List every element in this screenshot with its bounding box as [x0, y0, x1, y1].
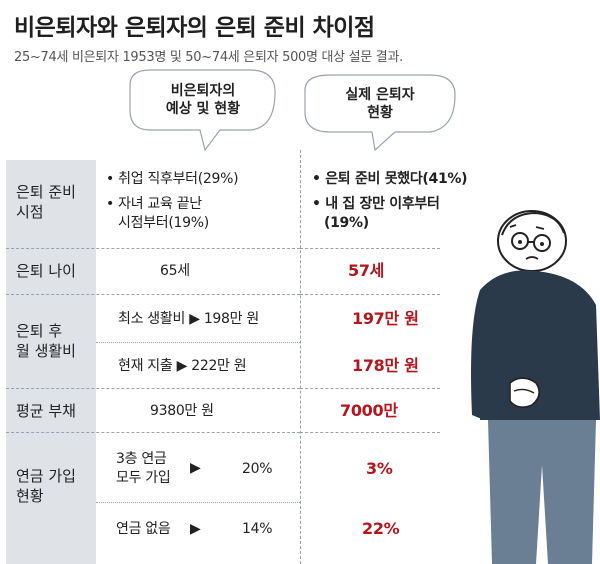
category-label: 평균 부채: [16, 401, 76, 421]
chart-subtitle: 25~74세 비은퇴자 1953명 및 50~74세 은퇴자 500명 대상 설…: [14, 50, 403, 65]
category-line: 은퇴 나이: [16, 262, 76, 280]
right-cell: 197만 원: [352, 309, 419, 328]
left-cell-label: 연금 없음: [116, 520, 171, 539]
right-cell: 7000만: [340, 401, 398, 420]
sub-divider: [96, 502, 300, 503]
row-divider: [6, 294, 300, 295]
left-cell: 9380만 원: [150, 403, 214, 419]
left-bubble-shape: [129, 69, 276, 152]
category-label: 연금 가입 현황: [16, 466, 76, 506]
left-cell-line: • 자녀 교육 끝난: [106, 196, 202, 212]
category-label: 은퇴 나이: [16, 261, 76, 281]
row-divider: [6, 388, 300, 389]
category-line: 현황: [16, 487, 44, 505]
right-cell-line: (19%): [324, 215, 369, 231]
left-cell-line: 모두 가입: [116, 470, 171, 486]
left-cell-value: 20%: [242, 461, 273, 477]
left-cell: 65세: [160, 263, 190, 279]
right-cell-line: • 내 집 장만 이후부터: [312, 196, 440, 212]
right-cell: 3%: [366, 459, 393, 478]
left-cell: • 취업 직후부터(29%) • 자녀 교육 끝난 시점부터(19%): [106, 170, 239, 233]
left-bubble-text: 비은퇴자의 예상 및 현황: [138, 82, 268, 118]
row-divider: [300, 248, 440, 249]
category-line: 평균 부채: [16, 402, 76, 420]
bubbles-layer: [129, 69, 456, 152]
right-cell: 178만 원: [352, 356, 419, 375]
right-cell-line: • 은퇴 준비 못했다(41%): [312, 171, 468, 187]
left-cell: 현재 지출 ▶ 222만 원: [118, 358, 247, 374]
row-divider: [6, 432, 300, 433]
row-divider: [6, 248, 300, 249]
left-cell-line: 연금 없음: [116, 521, 171, 537]
column-divider: [300, 150, 301, 564]
arrow-icon: ▶: [190, 460, 201, 476]
left-cell-label: 3층 연금 모두 가입: [116, 450, 171, 488]
right-cell: 57세: [348, 261, 385, 280]
chart-title: 비은퇴자와 은퇴자의 은퇴 준비 차이점: [14, 15, 375, 41]
left-cell-line: 3층 연금: [116, 451, 167, 467]
right-bubble-shape: [304, 74, 456, 152]
right-bubble-line-2: 현황: [367, 105, 393, 121]
category-label: 은퇴 후 월 생활비: [16, 321, 76, 361]
row-divider: [300, 432, 440, 433]
arrow-icon: ▶: [190, 521, 201, 537]
category-panel: [6, 160, 96, 564]
category-line: 은퇴 준비: [16, 183, 76, 201]
right-bubble-line-1: 실제 은퇴자: [345, 87, 415, 103]
category-line: 시점: [16, 203, 44, 221]
left-bubble-line-2: 예상 및 현황: [165, 101, 241, 117]
left-cell: 최소 생활비 ▶ 198만 원: [118, 311, 259, 327]
row-divider: [300, 388, 440, 389]
right-cell: • 은퇴 준비 못했다(41%) • 내 집 장만 이후부터 (19%): [312, 170, 468, 233]
left-cell-line: 시점부터(19%): [118, 215, 209, 231]
left-cell-line: • 취업 직후부터(29%): [106, 171, 239, 187]
left-bubble-line-1: 비은퇴자의: [170, 83, 236, 99]
right-cell: 22%: [362, 519, 400, 538]
category-label: 은퇴 준비 시점: [16, 182, 76, 222]
category-line: 월 생활비: [16, 342, 76, 360]
right-bubble-text: 실제 은퇴자 현황: [315, 86, 445, 122]
left-cell-value: 14%: [242, 521, 273, 537]
sub-divider: [96, 342, 300, 343]
row-divider: [300, 294, 440, 295]
worried-elderly-man-icon: [471, 210, 600, 564]
category-line: 연금 가입: [16, 467, 76, 485]
category-line: 은퇴 후: [16, 322, 63, 340]
